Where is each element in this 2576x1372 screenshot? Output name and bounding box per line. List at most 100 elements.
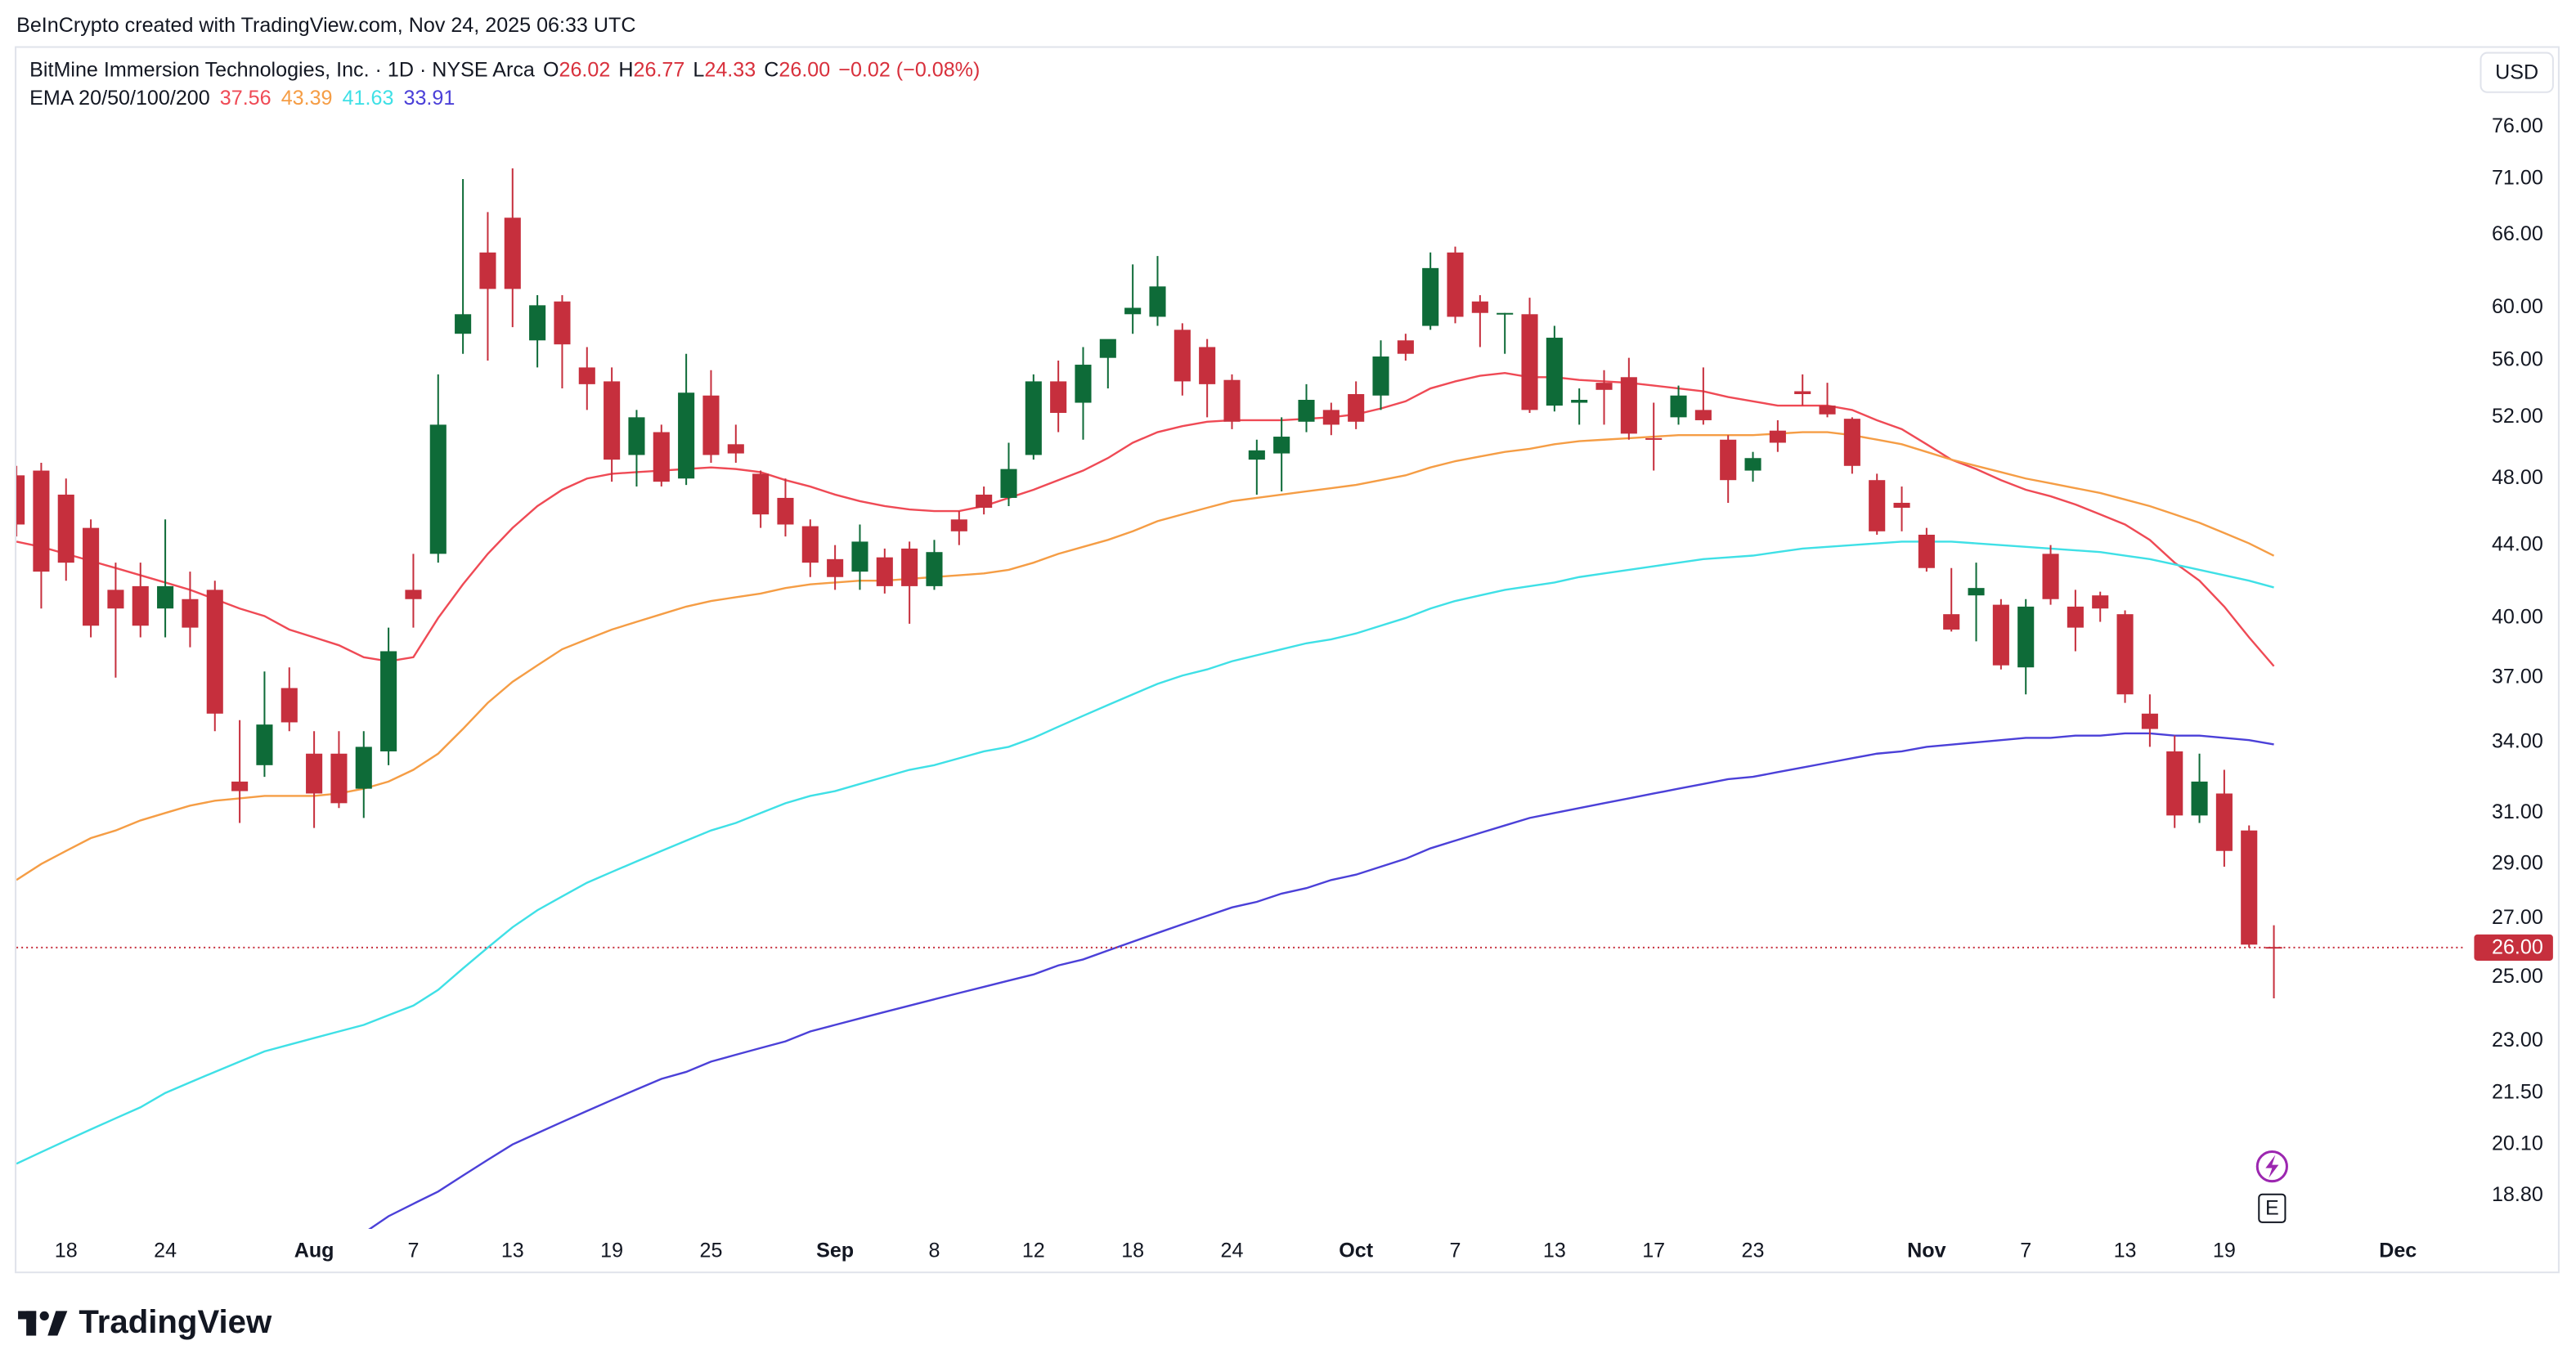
x-tick-label: 19	[600, 1240, 623, 1262]
chart-frame	[15, 46, 2560, 1274]
candle-body	[678, 392, 695, 479]
candle	[2042, 545, 2059, 605]
candle	[455, 178, 472, 354]
candle	[206, 581, 223, 732]
candle-body	[1893, 502, 1910, 509]
y-tick-label: 25.00	[2492, 965, 2543, 988]
logo-part	[26, 1311, 37, 1336]
indicator-legend: EMA 20/50/100/200 37.56 43.39 41.63 33.91	[29, 86, 455, 109]
candle-body	[1124, 307, 1142, 315]
candle-body	[1694, 410, 1712, 420]
y-tick-label: 48.00	[2492, 466, 2543, 489]
candle-body	[1546, 338, 1563, 406]
candle-body	[2017, 606, 2035, 668]
currency-label[interactable]: USD	[2495, 61, 2538, 83]
field-label: L	[693, 58, 704, 81]
candle	[2166, 735, 2183, 828]
field-label: H	[618, 58, 633, 81]
field-value: 26.02	[559, 58, 610, 81]
candle-body	[1620, 377, 1637, 434]
candle	[1372, 340, 1389, 410]
brand: TradingView	[79, 1303, 272, 1340]
y-tick-label: 29.00	[2492, 851, 2543, 874]
credit: BeInCrypto created with TradingView.com,…	[16, 14, 635, 37]
candle	[1124, 264, 1142, 334]
candle	[1471, 295, 1488, 347]
candle	[1322, 402, 1340, 436]
candle-body	[1521, 314, 1538, 410]
candle	[554, 295, 571, 389]
symbol-legend: BitMine Immersion Technologies, Inc. · 1…	[29, 58, 980, 81]
y-tick-label: 23.00	[2492, 1029, 2543, 1051]
y-tick-label: 56.00	[2492, 348, 2543, 371]
candle-body	[182, 599, 199, 628]
y-tick-label: 40.00	[2492, 605, 2543, 628]
y-tick-label: 34.00	[2492, 730, 2543, 753]
plot-area	[16, 168, 2465, 1229]
candle-body	[504, 217, 521, 289]
indicator-value: 41.63	[343, 86, 394, 109]
candle	[2265, 925, 2282, 999]
x-tick-label: Nov	[1907, 1240, 1945, 1262]
y-tick-label: 44.00	[2492, 532, 2543, 555]
candle-body	[2215, 793, 2233, 851]
ema-line	[16, 431, 2275, 881]
candle-body	[1174, 330, 1191, 382]
field-value: 26.00	[779, 58, 830, 81]
candle-body	[801, 526, 819, 563]
candle-body	[1025, 381, 1042, 455]
candle-body	[1372, 356, 1389, 396]
y-tick-label: 60.00	[2492, 295, 2543, 318]
candle	[827, 545, 844, 590]
candle	[2092, 591, 2109, 622]
candle-body	[950, 519, 967, 531]
candle	[1149, 256, 1166, 326]
candle	[851, 524, 868, 590]
candle-body	[777, 497, 794, 525]
candle-body	[2092, 595, 2109, 609]
candle	[1546, 325, 1563, 412]
y-tick-label: 21.50	[2492, 1080, 2543, 1103]
candle-body	[1149, 286, 1166, 317]
field-label: O	[543, 58, 559, 81]
x-tick-label: 17	[1642, 1240, 1665, 1262]
y-tick-label: 37.00	[2492, 665, 2543, 688]
candle	[504, 168, 521, 328]
y-tick-label: 31.00	[2492, 800, 2543, 823]
candle	[1595, 370, 1613, 425]
candle-body	[2116, 614, 2134, 695]
candle-body	[2141, 713, 2158, 729]
candle	[1843, 417, 1860, 474]
x-tick-label: 23	[1742, 1240, 1765, 1262]
candle	[1075, 347, 1092, 440]
candle	[678, 353, 695, 486]
candle-body	[1992, 604, 2009, 666]
earnings-icon[interactable]	[2258, 1193, 2287, 1223]
candle-body	[1422, 267, 1439, 326]
candle-body	[455, 314, 472, 334]
x-tick-label: 7	[1450, 1240, 1461, 1262]
candle-body	[1819, 406, 1836, 415]
symbol: BitMine Immersion Technologies, Inc. · 1…	[29, 58, 535, 81]
candle-body	[578, 367, 595, 384]
candle	[950, 511, 967, 545]
candle-body	[33, 470, 50, 572]
candle-body	[83, 527, 100, 626]
x-tick-label: 13	[501, 1240, 524, 1262]
currency-button[interactable]	[2480, 52, 2554, 93]
candle	[2017, 599, 2035, 695]
candle	[1099, 339, 1116, 389]
candle	[429, 374, 447, 563]
candle	[16, 465, 25, 537]
candle-body	[876, 557, 893, 586]
candle	[1744, 451, 1761, 482]
candle	[1447, 246, 1464, 324]
x-tick-label: 18	[55, 1240, 78, 1262]
candle-body	[1348, 394, 1365, 422]
candle-body	[306, 753, 323, 794]
candle	[1521, 298, 1538, 413]
ema-line	[16, 371, 2275, 667]
candle	[256, 671, 273, 778]
